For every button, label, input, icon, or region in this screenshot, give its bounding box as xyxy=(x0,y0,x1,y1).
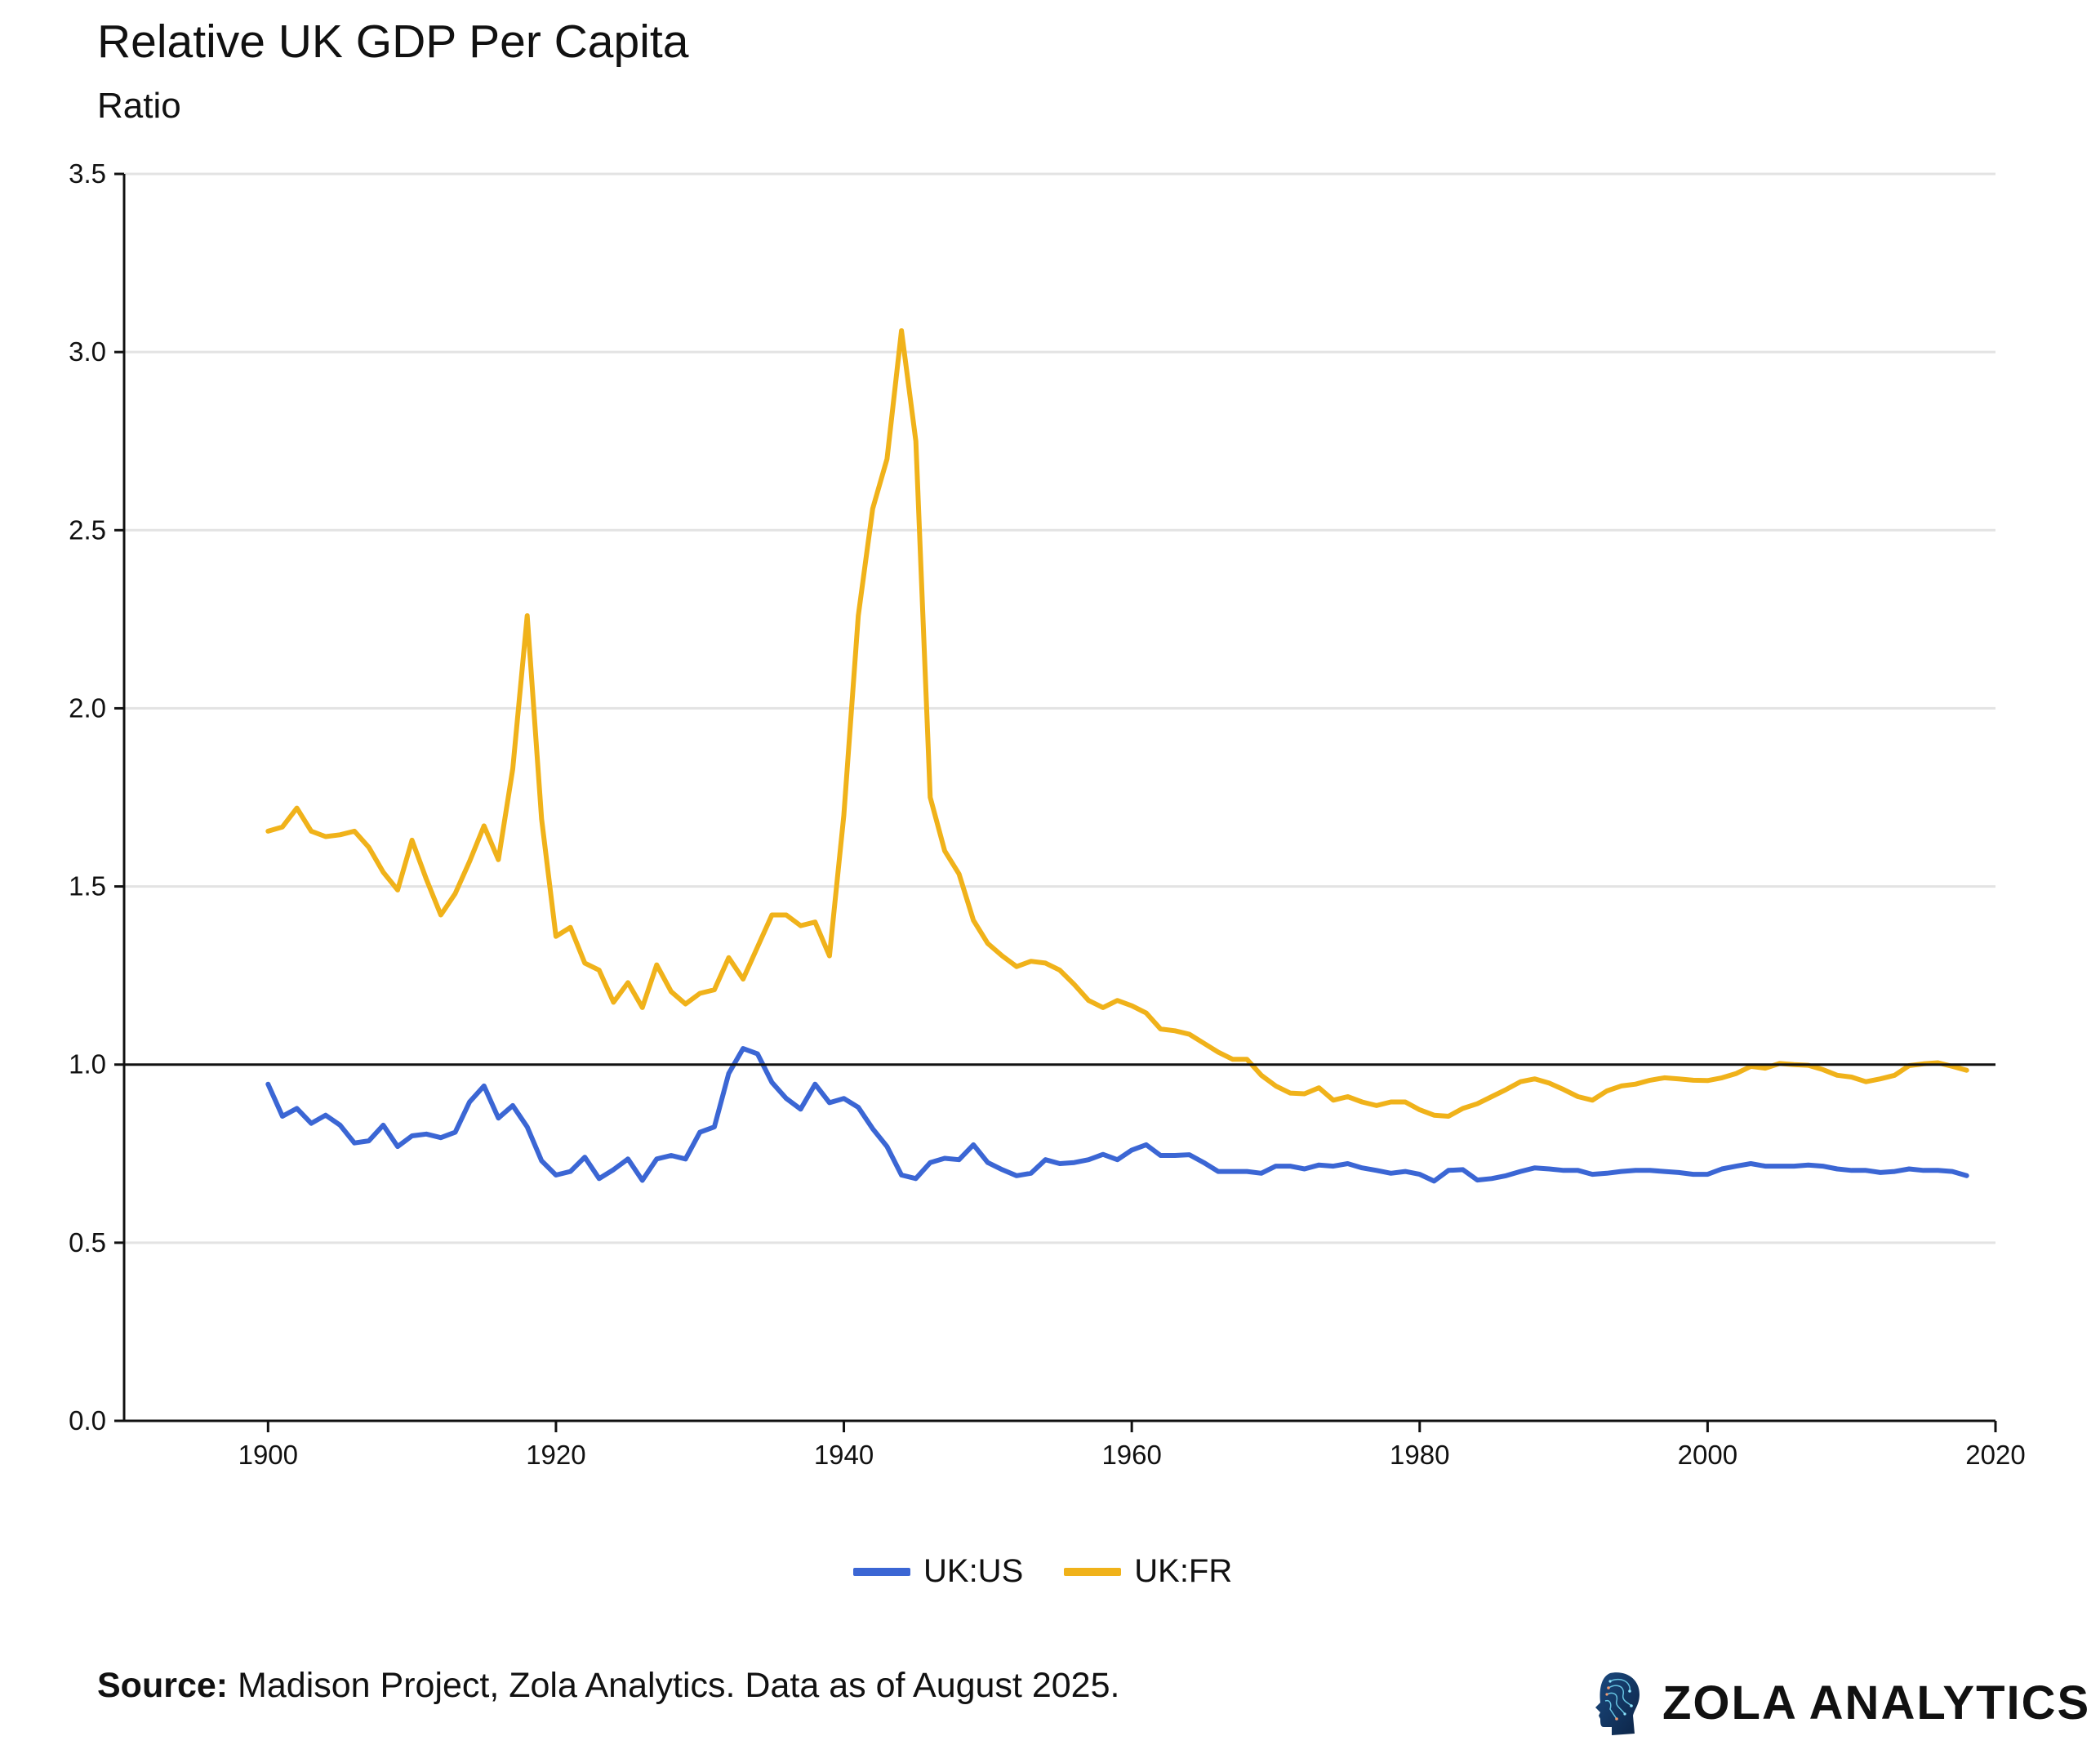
y-tick-label: 2.0 xyxy=(69,692,106,723)
y-tick-label: 1.5 xyxy=(69,871,106,901)
gridlines xyxy=(124,172,1995,1244)
x-tick-label: 1940 xyxy=(814,1440,874,1470)
x-tick-label: 1920 xyxy=(526,1440,585,1470)
legend: UK:US UK:FR xyxy=(853,1553,1232,1590)
source-label: Source: xyxy=(97,1666,229,1705)
head-circuit-logo-icon xyxy=(1595,1672,1640,1735)
chart-subtitle: Ratio xyxy=(97,86,181,126)
legend-item-uk-us: UK:US xyxy=(853,1553,1023,1590)
source-text: Madison Project, Zola Analytics. Data as… xyxy=(228,1666,1120,1705)
y-tick-label: 3.5 xyxy=(69,158,106,189)
series-line-uk-fr xyxy=(265,328,1969,1119)
x-tick-label: 2020 xyxy=(1965,1440,2025,1470)
legend-swatch xyxy=(1064,1567,1122,1576)
series-lines xyxy=(265,328,1969,1184)
x-tick-label: 1960 xyxy=(1101,1440,1161,1470)
y-tick-label: 2.5 xyxy=(69,514,106,545)
chart-title: Relative UK GDP Per Capita xyxy=(97,16,689,68)
legend-label: UK:FR xyxy=(1134,1553,1233,1589)
y-tick-label: 0.5 xyxy=(69,1227,106,1258)
series-line-uk-us xyxy=(265,1046,1969,1184)
x-tick-label: 2000 xyxy=(1678,1440,1737,1470)
legend-label: UK:US xyxy=(923,1553,1024,1589)
y-tick-label: 1.0 xyxy=(69,1049,106,1080)
legend-item-uk-fr: UK:FR xyxy=(1064,1553,1232,1590)
y-tick-label: 3.0 xyxy=(69,336,106,367)
x-tick-label: 1980 xyxy=(1390,1440,1449,1470)
source-note: Source: Madison Project, Zola Analytics.… xyxy=(97,1666,1119,1706)
legend-swatch xyxy=(853,1567,910,1576)
x-tick-label: 1900 xyxy=(238,1440,298,1470)
brand: ZOLA ANALYTICS xyxy=(1592,1670,2090,1735)
brand-name: ZOLA ANALYTICS xyxy=(1662,1676,2091,1730)
axes: 0.0 0.5 1.0 1.5 2.0 2.5 3.0 3.5 1900 1920 1940 1960… xyxy=(69,158,2026,1470)
y-tick-label: 0.0 xyxy=(69,1405,106,1436)
